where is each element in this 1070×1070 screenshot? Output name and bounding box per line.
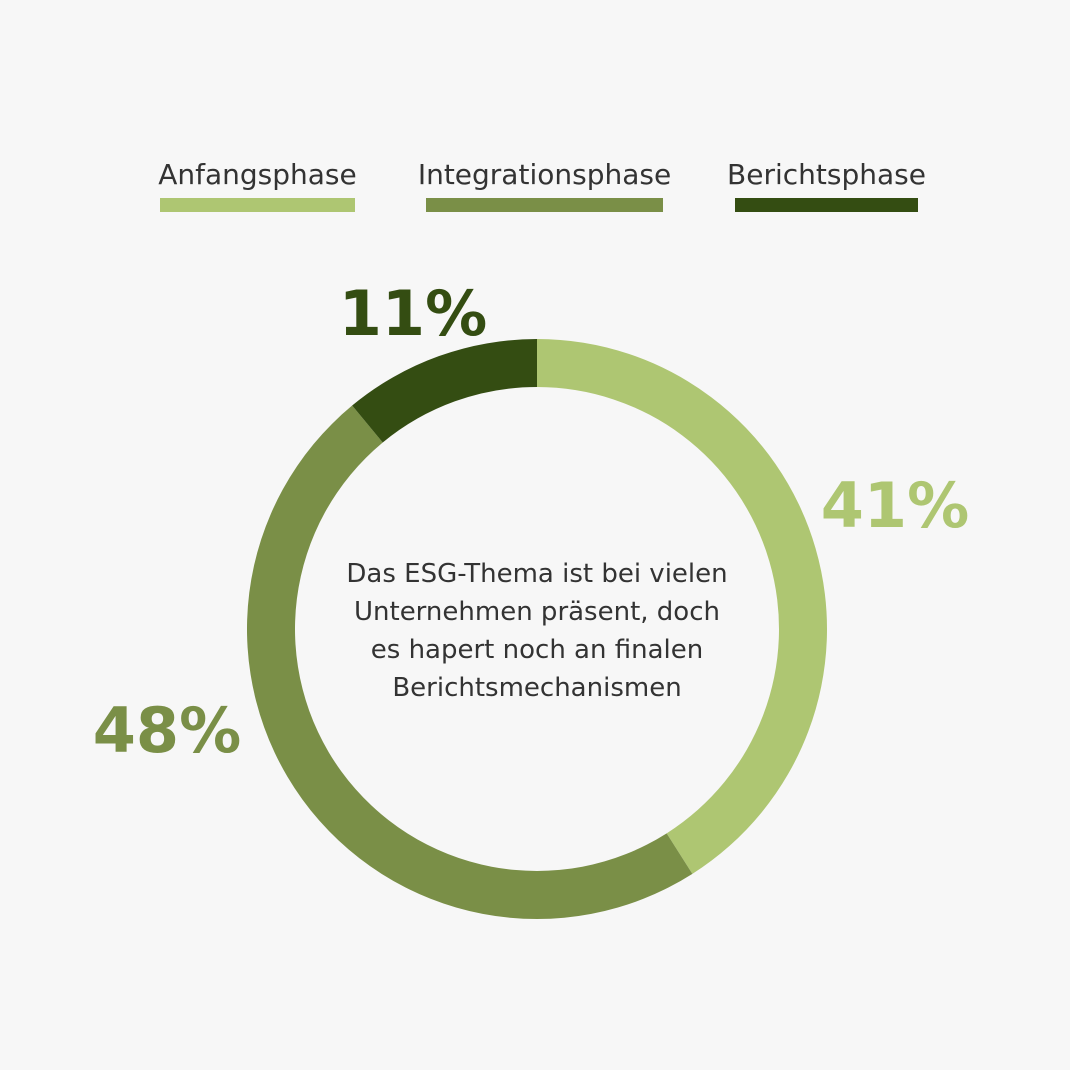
legend-swatch [735,198,918,212]
center-text: Berichtsmechanismen [392,673,681,703]
legend-swatch [160,198,355,212]
legend-label: Anfangsphase [158,158,357,191]
center-text: Unternehmen präsent, doch [354,597,720,627]
value-label: 41% [821,469,969,542]
value-label: 11% [339,277,487,350]
center-text: Das ESG-Thema ist bei vielen [346,559,727,589]
donut-segment [352,339,537,443]
center-text: es hapert noch an finalen [371,635,703,665]
donut-segment [537,339,828,874]
legend-label: Integrationsphase [418,158,671,191]
legend-swatch [426,198,663,212]
donut-segment [246,405,693,920]
legend-label: Berichtsphase [727,158,926,191]
value-label: 48% [93,694,241,767]
